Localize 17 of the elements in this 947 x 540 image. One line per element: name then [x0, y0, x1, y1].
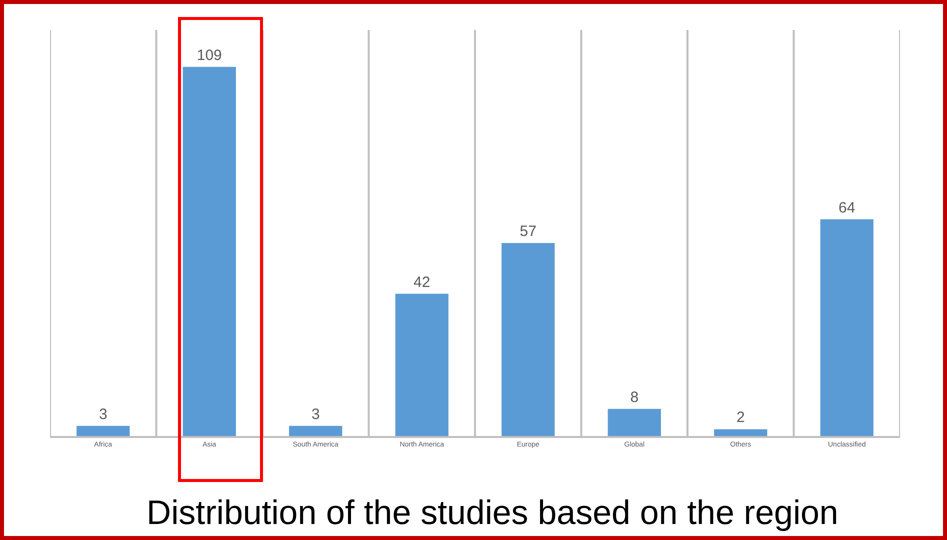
bar — [820, 219, 874, 436]
data-label: 2 — [736, 409, 745, 426]
data-label: 64 — [838, 199, 856, 216]
data-label: 57 — [520, 222, 536, 240]
bar — [395, 294, 448, 436]
bar — [289, 426, 342, 436]
data-label: 3 — [311, 406, 320, 423]
bar — [608, 408, 661, 436]
data-label: 109 — [196, 46, 222, 64]
data-label: 8 — [630, 388, 639, 406]
bar — [502, 242, 555, 436]
data-label: 3 — [98, 406, 108, 423]
data-label: 42 — [414, 274, 430, 291]
bar — [76, 426, 130, 436]
bar — [714, 429, 768, 436]
text: Distribution of the studies based on the region — [146, 494, 838, 532]
bar — [182, 66, 236, 436]
